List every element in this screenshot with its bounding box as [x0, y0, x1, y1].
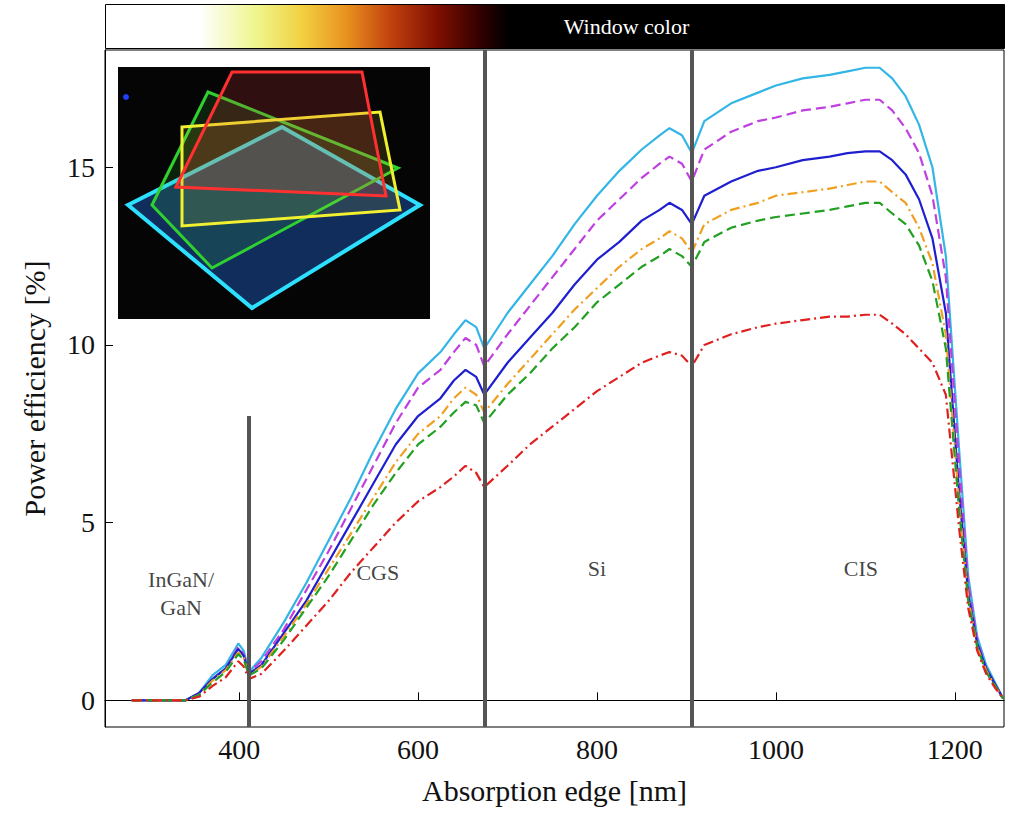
svg-text:600: 600 [397, 734, 439, 765]
svg-text:CGS: CGS [356, 560, 399, 585]
svg-text:1200: 1200 [927, 734, 983, 765]
svg-text:400: 400 [218, 734, 260, 765]
svg-text:InGaN/: InGaN/ [148, 567, 215, 592]
svg-text:0: 0 [81, 685, 95, 716]
svg-text:GaN: GaN [160, 595, 202, 620]
svg-text:Absorption edge [nm]: Absorption edge [nm] [422, 774, 687, 807]
svg-text:800: 800 [576, 734, 618, 765]
svg-text:5: 5 [81, 507, 95, 538]
svg-text:1000: 1000 [748, 734, 804, 765]
svg-text:Power efficiency [%]: Power efficiency [%] [18, 261, 51, 517]
svg-text:10: 10 [67, 329, 95, 360]
svg-text:15: 15 [67, 152, 95, 183]
svg-text:Si: Si [588, 556, 606, 581]
svg-text:CIS: CIS [844, 556, 878, 581]
svg-text:Window color: Window color [564, 14, 690, 39]
